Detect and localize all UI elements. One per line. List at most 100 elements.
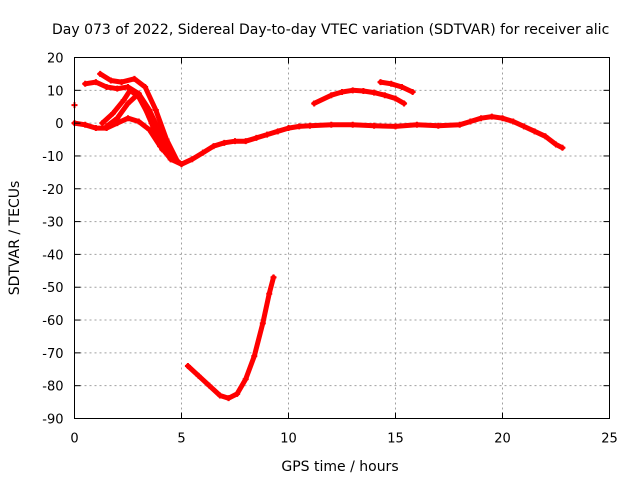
data-point [409, 88, 416, 95]
data-point [125, 115, 131, 122]
data-point [189, 156, 196, 163]
tick-layer: 0 5 10 15 20 25 20 10 0 -10 -20 -30 -40 -50 -60 -70 -80 -… [42, 52, 618, 447]
y-tick-label: -60 [42, 314, 63, 329]
data-point [135, 118, 142, 125]
series-line [72, 114, 565, 167]
data-point [520, 123, 527, 130]
data-point [264, 131, 271, 138]
data-point [266, 290, 273, 297]
data-point [103, 84, 110, 91]
y-tick-label: 20 [47, 52, 64, 67]
data-point [107, 77, 114, 84]
data-point [127, 87, 134, 94]
data-point [225, 395, 232, 402]
data-point [553, 141, 559, 148]
series-layer [71, 70, 566, 402]
series-low-arc [184, 274, 277, 402]
data-point [381, 92, 388, 99]
y-axis-label: SDTVAR / TECUs [7, 181, 23, 296]
data-point [82, 121, 89, 128]
data-point [253, 134, 260, 141]
data-point [413, 121, 420, 128]
data-point [328, 121, 335, 128]
data-point [371, 89, 378, 96]
x-tick-label: 25 [601, 432, 618, 447]
x-axis-label: GPS time / hours [281, 459, 398, 475]
data-point [92, 125, 99, 132]
data-point [178, 161, 185, 168]
data-point [510, 118, 517, 125]
chart-title: Day 073 of 2022, Sidereal Day-to-day VTE… [52, 22, 609, 38]
data-point [559, 144, 566, 151]
data-point [135, 90, 142, 97]
data-point [210, 143, 217, 150]
data-point [199, 149, 206, 156]
y-tick-label: -90 [42, 413, 63, 428]
data-point [285, 125, 292, 132]
data-point [456, 121, 463, 128]
data-point [349, 87, 356, 94]
series-line [378, 79, 416, 95]
series-main-trace [71, 113, 566, 168]
series-early-loop-4 [103, 90, 166, 153]
data-point [82, 80, 89, 87]
data-point [118, 79, 125, 86]
data-point [92, 79, 99, 86]
data-point [232, 138, 238, 145]
data-point [377, 79, 384, 86]
data-point [110, 110, 117, 117]
data-point [296, 123, 303, 130]
y-tick-label: 0 [55, 117, 63, 132]
data-point [542, 133, 549, 140]
data-point [139, 100, 146, 107]
data-point [167, 156, 174, 163]
data-point [142, 84, 149, 91]
data-point [392, 123, 399, 130]
data-point [163, 136, 170, 143]
data-point [242, 376, 249, 383]
data-point [159, 146, 166, 153]
data-point [184, 362, 191, 369]
data-point [398, 84, 405, 91]
data-point [174, 157, 181, 164]
series-early-loop-2 [97, 70, 181, 164]
x-tick-label: 0 [70, 432, 78, 447]
data-point [371, 122, 378, 129]
x-tick-label: 15 [387, 432, 404, 447]
data-point [114, 115, 121, 122]
data-point [488, 113, 495, 120]
y-tick-label: -10 [42, 150, 63, 165]
data-point [328, 92, 335, 99]
data-point [435, 122, 442, 129]
series-line [311, 87, 407, 106]
data-point [148, 120, 155, 127]
y-tick-label: -30 [42, 216, 63, 231]
y-tick-label: -80 [42, 380, 63, 395]
y-tick-label: 10 [47, 84, 64, 99]
data-point [531, 128, 538, 135]
y-tick-label: -40 [42, 248, 63, 263]
data-point [206, 382, 213, 389]
data-point [152, 107, 159, 114]
data-point [274, 128, 281, 135]
data-point [349, 121, 356, 128]
x-tick-label: 5 [177, 432, 185, 447]
x-tick-label: 10 [280, 432, 297, 447]
data-point [97, 70, 104, 77]
data-point [131, 75, 138, 82]
data-point [388, 80, 395, 87]
data-point [103, 123, 110, 130]
data-point [120, 97, 127, 104]
data-point [99, 120, 106, 127]
y-tick-label: -20 [42, 183, 63, 198]
data-point [125, 100, 131, 107]
data-point [242, 138, 249, 145]
series-short-arc [377, 79, 416, 95]
y-tick-label: -70 [42, 347, 63, 362]
data-point [251, 353, 258, 360]
data-point [234, 390, 241, 397]
y-tick-label: -50 [42, 281, 63, 296]
data-point [478, 115, 485, 122]
data-point [259, 320, 266, 327]
